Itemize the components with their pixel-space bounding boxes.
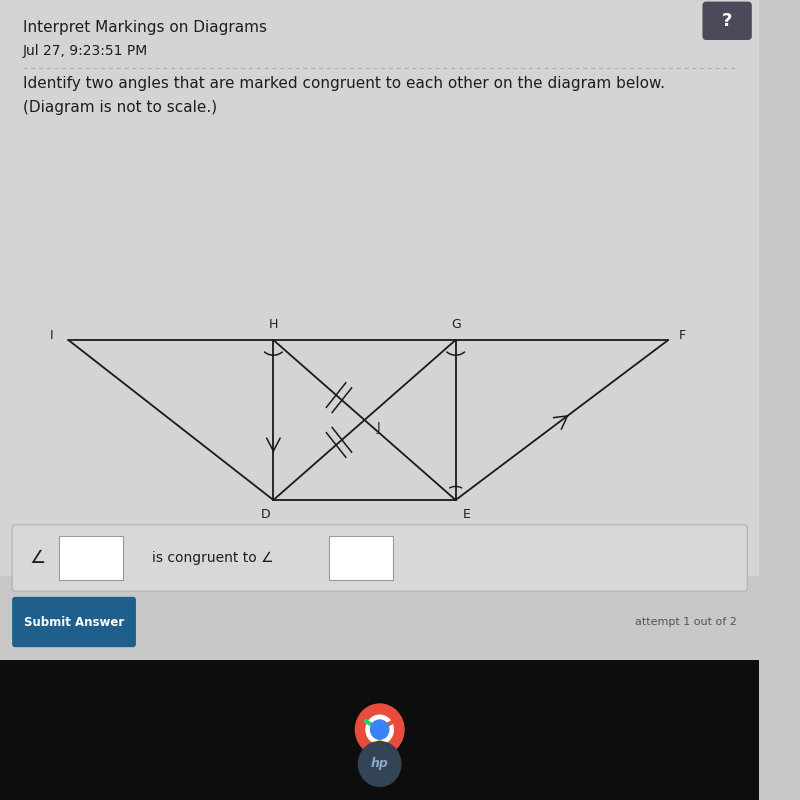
Circle shape <box>370 720 389 739</box>
Text: J: J <box>376 421 380 434</box>
FancyBboxPatch shape <box>329 536 393 580</box>
Circle shape <box>355 704 404 755</box>
FancyBboxPatch shape <box>0 0 759 576</box>
Text: hp: hp <box>370 758 389 770</box>
Text: Jul 27, 9:23:51 PM: Jul 27, 9:23:51 PM <box>22 44 148 58</box>
Text: H: H <box>269 318 278 330</box>
Bar <box>0 660 759 800</box>
Text: is congruent to ∠: is congruent to ∠ <box>152 551 274 565</box>
FancyBboxPatch shape <box>12 597 136 647</box>
Text: G: G <box>450 318 461 330</box>
FancyBboxPatch shape <box>12 525 747 591</box>
Circle shape <box>358 742 401 786</box>
Text: F: F <box>678 329 686 342</box>
Text: attempt 1 out of 2: attempt 1 out of 2 <box>634 617 737 627</box>
Text: ?: ? <box>722 12 732 30</box>
Text: Interpret Markings on Diagrams: Interpret Markings on Diagrams <box>22 20 266 35</box>
Text: I: I <box>50 329 54 342</box>
Text: Identify two angles that are marked congruent to each other on the diagram below: Identify two angles that are marked cong… <box>22 76 665 91</box>
Text: D: D <box>261 508 270 521</box>
Text: ∠: ∠ <box>30 549 46 567</box>
Text: (Diagram is not to scale.): (Diagram is not to scale.) <box>22 100 217 115</box>
Text: Submit Answer: Submit Answer <box>23 615 124 629</box>
Circle shape <box>366 715 394 744</box>
FancyBboxPatch shape <box>59 536 123 580</box>
FancyBboxPatch shape <box>702 2 752 40</box>
Text: E: E <box>463 508 471 521</box>
